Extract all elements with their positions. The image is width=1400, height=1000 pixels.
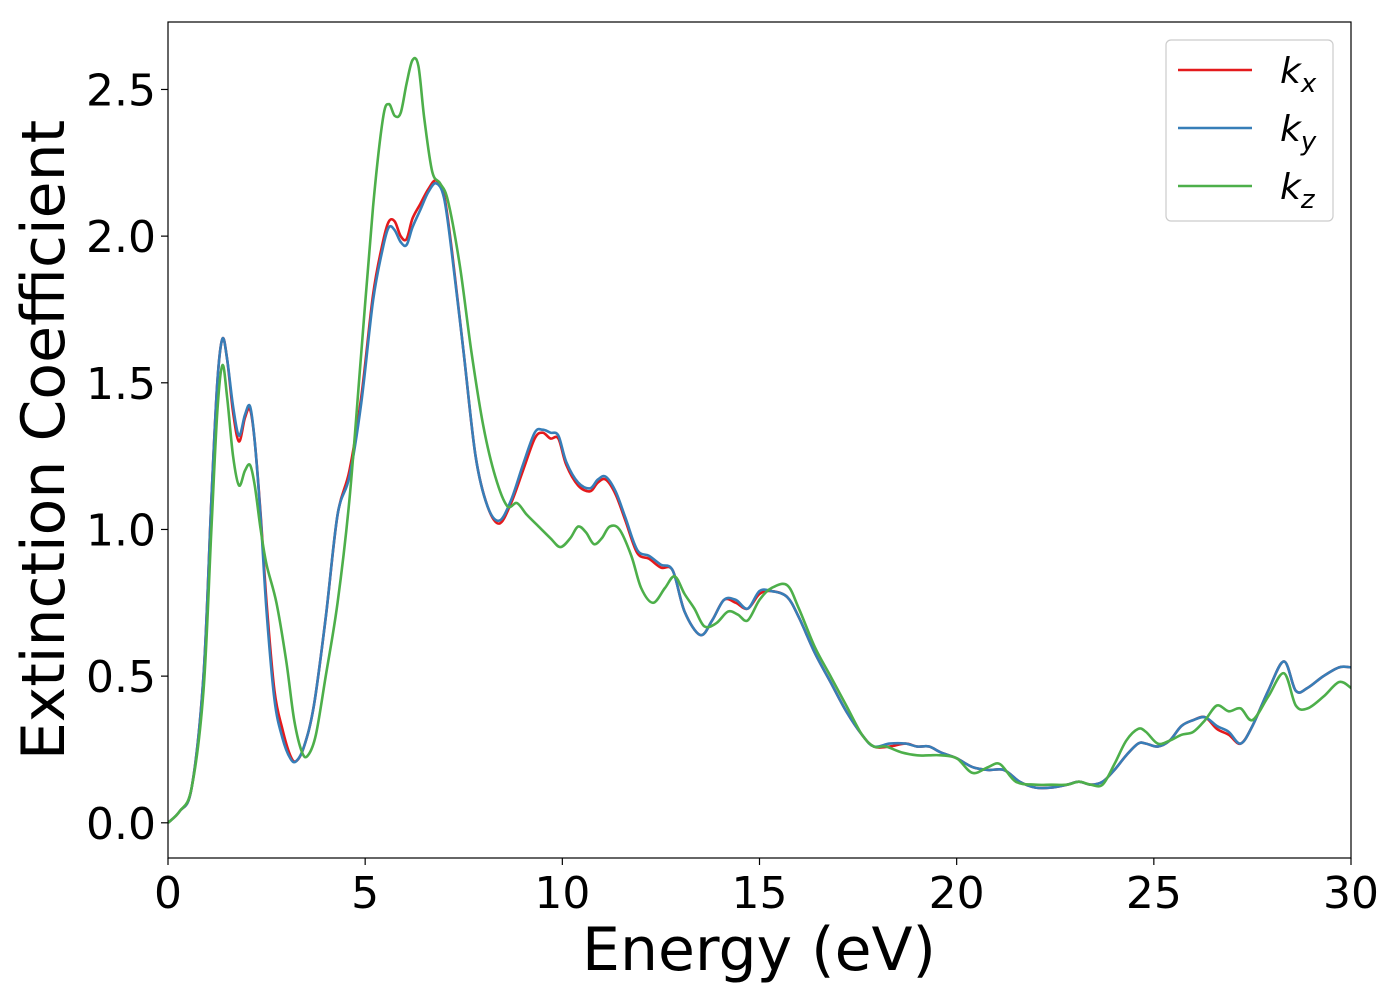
legend-item-ky: ky [1178,109,1317,157]
legend: kx ky kz [1165,39,1334,222]
y-axis-title: Extinction Coefficient [9,120,79,760]
y-tick-label: 0.0 [86,799,156,850]
x-tick-label: 20 [929,868,985,919]
legend-box [1165,39,1334,222]
x-tick-label: 15 [732,868,788,919]
y-tick-label: 1.5 [86,359,156,410]
y-tick-label: 0.5 [86,652,156,703]
x-tick-label: 25 [1126,868,1182,919]
y-tick-label: 2.0 [86,212,156,263]
x-tick-label: 30 [1323,868,1379,919]
x-tick-label: 5 [351,868,379,919]
y-axis-ticks: 0.0 0.5 1.0 1.5 2.0 2.5 [86,65,168,850]
series-line-kz [168,56,1351,824]
x-tick-label: 10 [534,868,590,919]
legend-item-kz: kz [1178,167,1316,215]
y-tick-label: 2.5 [86,65,156,116]
x-tick-label: 0 [154,868,182,919]
legend-label: kx [1280,51,1317,99]
legend-item-kx: kx [1178,51,1317,99]
legend-label: kz [1280,167,1316,215]
x-axis-title: Energy (eV) [582,915,936,985]
x-axis-ticks: 0 5 10 15 20 25 30 [154,858,1379,919]
series-line-ky [168,181,1351,824]
legend-label: ky [1280,109,1317,157]
y-tick-label: 1.0 [86,505,156,556]
series-layer [168,56,1351,824]
